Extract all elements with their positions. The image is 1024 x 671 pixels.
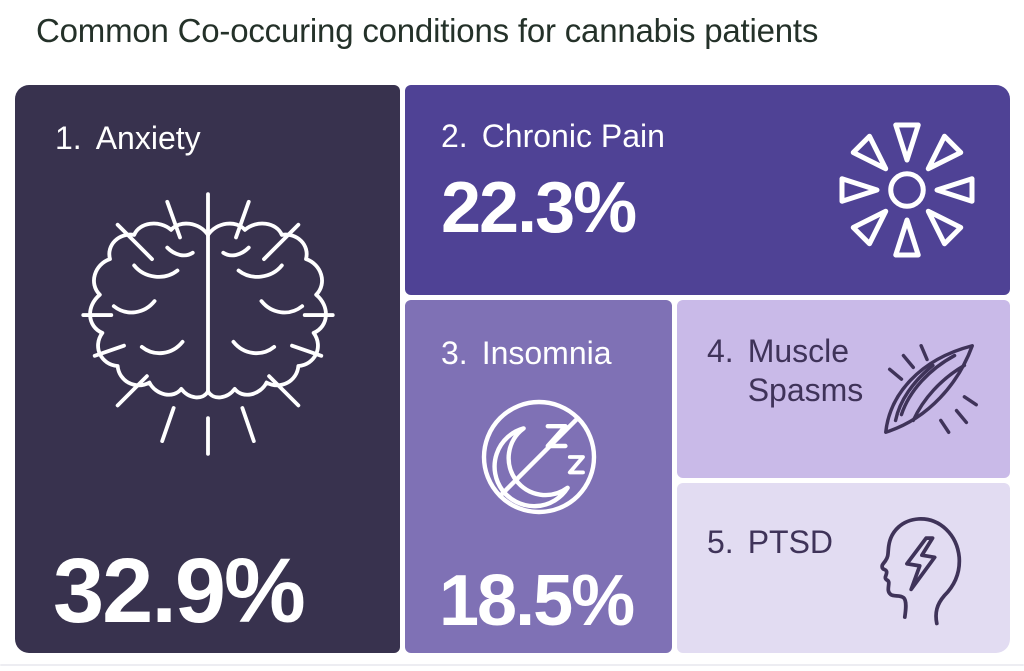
condition-label: Chronic Pain (481, 118, 665, 154)
panel-ptsd-label-row: 5. PTSD (677, 483, 1010, 562)
brain-icon (68, 184, 348, 464)
condition-label: PTSD (747, 524, 834, 560)
rank-number: 1. (55, 120, 82, 156)
panel-insomnia: 3. Insomnia 18.5% (405, 300, 672, 653)
rank-number: 2. (441, 118, 468, 154)
percentage-value: 18.5% (439, 561, 635, 641)
panel-anxiety-label-row: 1. Anxiety (15, 85, 400, 158)
percentage-value: 22.3% (441, 168, 637, 249)
muscle-icon (870, 330, 988, 448)
panel-muscle-spasms: 4. Muscle Spasms (677, 300, 1010, 478)
panel-chronic-pain-label-row: 2. Chronic Pain (405, 85, 1010, 156)
head-lightning-icon (860, 504, 988, 632)
condition-label: Muscle Spasms (747, 333, 864, 409)
panel-ptsd: 5. PTSD (677, 483, 1010, 653)
panel-chronic-pain: 2. Chronic Pain 22.3% (405, 85, 1010, 295)
panel-muscle-spasms-label-row: 4. Muscle Spasms (677, 300, 1010, 410)
rank-number: 5. (707, 524, 734, 560)
page-title: Common Co-occuring conditions for cannab… (36, 12, 819, 49)
panel-anxiety: 1. Anxiety (15, 85, 400, 653)
percentage-value: 32.9% (53, 540, 306, 642)
condition-label: Insomnia (481, 335, 612, 371)
rank-number: 4. (707, 333, 734, 369)
rank-number: 3. (441, 335, 468, 371)
page-bottom-divider (0, 664, 1024, 666)
infographic-grid: 1. Anxiety (15, 85, 1010, 653)
panel-insomnia-label-row: 3. Insomnia (405, 300, 672, 373)
pain-burst-icon (832, 115, 982, 265)
no-sleep-moon-icon (473, 391, 605, 523)
condition-label: Anxiety (95, 120, 201, 156)
